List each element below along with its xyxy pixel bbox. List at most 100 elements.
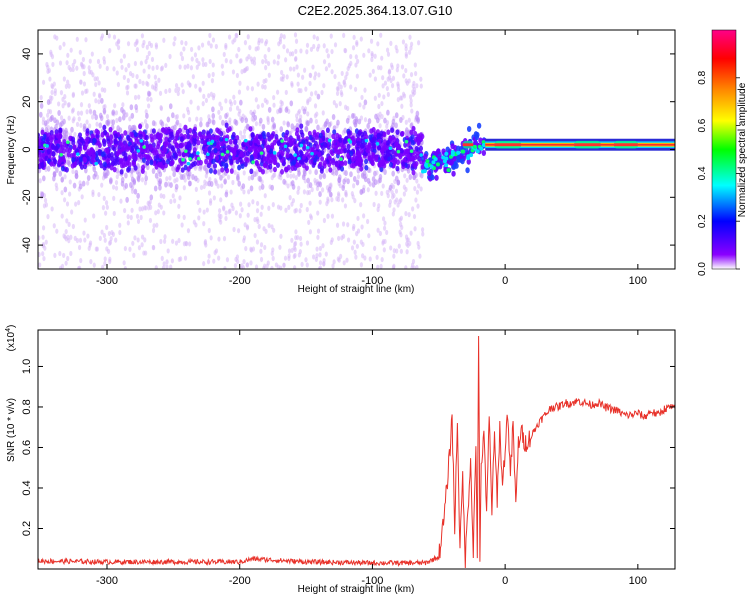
heatmap-cell (149, 159, 154, 166)
heatmap-cell (280, 169, 285, 175)
heatmap-cell (204, 146, 209, 153)
heatmap-cell (62, 197, 67, 203)
heatmap-cell (61, 96, 65, 102)
heatmap-cell (207, 190, 212, 196)
heatmap-cell (382, 247, 386, 253)
heatmap-cell (450, 143, 455, 150)
colorbar-tick-label: 0.6 (697, 118, 708, 132)
heatmap-cell (89, 259, 93, 265)
heatmap-cell (250, 131, 255, 138)
heatmap-cell (270, 250, 274, 257)
heatmap-cell (143, 147, 148, 154)
spectrogram-x-tick-label: 0 (502, 275, 508, 287)
heatmap-cell (87, 123, 92, 129)
heatmap-cell (316, 124, 320, 131)
heatmap-cell (79, 110, 84, 116)
heatmap-cell (259, 248, 263, 254)
heatmap-cell (256, 218, 260, 225)
heatmap-cell (286, 121, 291, 128)
heatmap-cell (218, 208, 222, 214)
heatmap-cell (341, 185, 345, 192)
heatmap-cell (83, 157, 88, 164)
heatmap-cell (174, 135, 179, 142)
heatmap-cell (379, 65, 383, 71)
heatmap-cell (235, 105, 240, 111)
heatmap-cell (339, 253, 343, 259)
heatmap-cell (371, 68, 375, 74)
heatmap-cell (50, 89, 54, 96)
heatmap-cell (189, 134, 194, 141)
heatmap-hotspot (186, 161, 191, 166)
heatmap-cell (357, 118, 362, 125)
heatmap-cell (41, 225, 46, 231)
heatmap-cell (306, 177, 311, 184)
heatmap-cell (299, 202, 303, 209)
heatmap-cell (115, 174, 119, 180)
heatmap-cell (377, 161, 382, 168)
heatmap-cell (234, 210, 238, 216)
heatmap-cell (133, 165, 138, 171)
heatmap-cell (413, 185, 417, 192)
heatmap-cell (276, 60, 280, 66)
heatmap-cell (313, 75, 317, 81)
heatmap-cell (39, 111, 43, 118)
heatmap-cell (368, 72, 372, 78)
heatmap-cell (46, 64, 50, 70)
heatmap-cell (212, 195, 216, 201)
heatmap-cell (139, 214, 143, 221)
snr-y-axis-label: SNR (10 * v/v) (6, 398, 17, 462)
heatmap-cell (299, 129, 304, 135)
heatmap-cell (421, 231, 425, 237)
heatmap-cell (215, 155, 220, 161)
heatmap-cell (98, 122, 103, 129)
heatmap-cell (322, 173, 327, 180)
heatmap-cell (208, 32, 212, 39)
heatmap-cell (122, 74, 126, 81)
heatmap-cell (227, 146, 232, 153)
heatmap-hotspot (475, 149, 480, 154)
heatmap-cell (195, 116, 199, 122)
heatmap-cell (405, 241, 409, 247)
heatmap-cell (359, 239, 363, 245)
heatmap-cell (55, 35, 59, 41)
heatmap-cell (261, 139, 266, 146)
heatmap-cell (270, 184, 274, 191)
heatmap-cell (159, 104, 163, 111)
heatmap-cell (216, 142, 221, 148)
heatmap-cell (343, 160, 348, 166)
heatmap-cell (294, 229, 298, 235)
heatmap-cell (133, 188, 138, 195)
heatmap-cell (60, 213, 64, 219)
heatmap-cell (381, 216, 386, 222)
heatmap-cell (169, 264, 173, 269)
heatmap-cell (332, 259, 336, 265)
heatmap-cell (118, 127, 123, 134)
heatmap-cell (341, 221, 346, 227)
heatmap-cell (118, 229, 122, 236)
heatmap-cell (355, 231, 359, 237)
heatmap-cell (191, 128, 196, 135)
heatmap-cell (347, 158, 352, 165)
heatmap-cell (332, 129, 337, 135)
heatmap-cell (125, 160, 130, 166)
heatmap-cell (67, 238, 71, 244)
heatmap-cell (231, 69, 236, 75)
heatmap-cell (112, 66, 116, 72)
heatmap-cell (360, 94, 364, 101)
heatmap-hotspot (59, 152, 63, 157)
heatmap-cell (223, 266, 227, 269)
heatmap-cell (318, 181, 323, 188)
heatmap-cell (392, 253, 396, 259)
heatmap-cell (253, 217, 257, 223)
heatmap-cell (255, 200, 260, 207)
heatmap-cell (279, 265, 283, 269)
snr-y-tick-label: 0.6 (21, 440, 33, 455)
heatmap-cell (219, 219, 223, 225)
heatmap-cell (325, 168, 329, 174)
heatmap-cell (231, 131, 236, 138)
heatmap-cell (165, 176, 169, 182)
colorbar-tick-label: 0.2 (697, 214, 708, 228)
snr-panel: -300 -200 -100 0 100 0.2 0.4 0.6 0.8 1.0 Height … (5, 325, 676, 595)
heatmap-cell (411, 206, 415, 212)
heatmap-cell (292, 66, 296, 72)
